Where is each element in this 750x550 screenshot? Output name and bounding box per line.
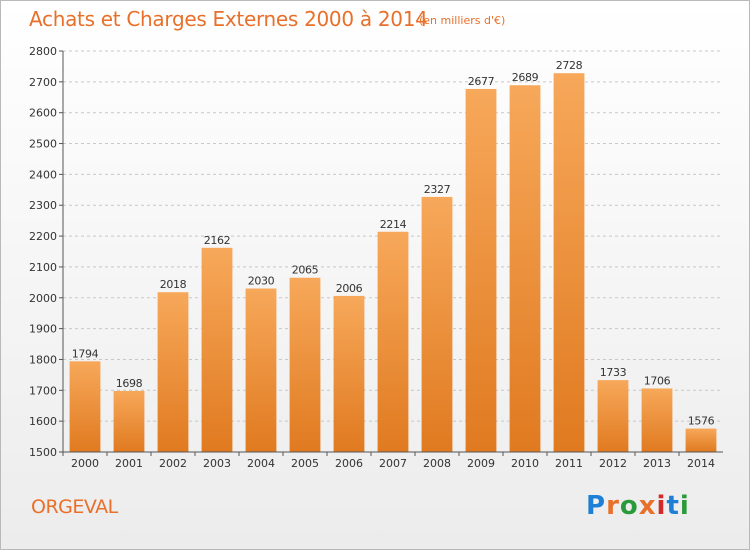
x-tick-label: 2005	[291, 457, 319, 470]
x-tick-label: 2009	[467, 457, 495, 470]
logo-letter: i	[679, 491, 690, 521]
data-label: 2018	[160, 278, 187, 291]
bar-2003	[201, 247, 233, 452]
y-tick-label: 1600	[29, 415, 57, 428]
bar-2001	[113, 390, 145, 452]
y-axis-ticks: 1500 1600 1700 1800 1900 2000 2100 2200 2300 2400…	[29, 45, 63, 459]
bar-2011	[553, 73, 585, 452]
x-axis-ticks: 2000 2001 2002 2003 2004 2005 2006 2007 2008 2009…	[62, 452, 715, 470]
bar-2012	[597, 380, 629, 452]
bar-2010	[509, 85, 541, 452]
y-tick-label: 2400	[29, 168, 57, 181]
y-tick-label: 1500	[29, 446, 57, 459]
data-label: 1706	[644, 374, 671, 387]
bar-2007	[377, 231, 409, 452]
logo-letter: o	[619, 491, 639, 521]
logo-letter: r	[606, 491, 620, 521]
bars	[69, 73, 717, 453]
x-tick-label: 2008	[423, 457, 451, 470]
bar-2002	[157, 292, 189, 452]
y-tick-label: 2500	[29, 138, 57, 151]
x-tick-label: 2000	[71, 457, 99, 470]
x-tick-label: 2014	[687, 457, 715, 470]
logo-letter: P	[586, 491, 607, 521]
y-tick-label: 2100	[29, 261, 57, 274]
data-label: 1576	[688, 415, 715, 428]
bar-2005	[289, 277, 321, 452]
chart-title: Achats et Charges Externes 2000 à 2014	[29, 7, 428, 31]
bar-2006	[333, 295, 365, 452]
data-label: 1733	[600, 366, 627, 379]
bar-2008	[421, 196, 453, 452]
bar-2014	[685, 428, 717, 452]
data-label: 1698	[116, 377, 143, 390]
y-tick-label: 2700	[29, 76, 57, 89]
x-tick-label: 2011	[555, 457, 583, 470]
axes	[62, 51, 723, 453]
data-labels: 1794 1698 2018 2162 2030 2065 2006 2214 2327 2677…	[72, 59, 715, 427]
x-tick-label: 2002	[159, 457, 187, 470]
bar-2004	[245, 288, 277, 452]
y-tick-label: 2200	[29, 230, 57, 243]
y-tick-label: 2000	[29, 292, 57, 305]
bar-2000	[69, 361, 101, 452]
data-label: 2030	[248, 275, 275, 288]
x-tick-label: 2004	[247, 457, 275, 470]
data-label: 2162	[204, 234, 230, 247]
data-label: 2728	[556, 59, 583, 72]
y-tick-label: 2600	[29, 107, 57, 120]
data-label: 2065	[292, 264, 319, 277]
y-tick-label: 1800	[29, 353, 57, 366]
x-tick-label: 2013	[643, 457, 671, 470]
data-label: 2677	[468, 75, 495, 88]
x-tick-label: 2003	[203, 457, 231, 470]
data-label: 2006	[336, 282, 363, 295]
x-tick-label: 2012	[599, 457, 627, 470]
y-tick-label: 1700	[29, 384, 57, 397]
y-tick-label: 2800	[29, 45, 57, 58]
x-tick-label: 2001	[115, 457, 143, 470]
bar-2009	[465, 88, 497, 453]
data-label: 1794	[72, 347, 99, 360]
data-label: 2689	[512, 71, 539, 84]
y-tick-label: 2300	[29, 199, 57, 212]
logo-letter: x	[638, 491, 657, 521]
y-tick-label: 1900	[29, 323, 57, 336]
bar-2013	[641, 388, 673, 452]
x-tick-label: 2006	[335, 457, 363, 470]
x-tick-label: 2007	[379, 457, 407, 470]
proxiti-logo: Proxiti	[586, 491, 690, 521]
chart-unit-label: (en milliers d'€)	[419, 14, 506, 27]
data-label: 2214	[380, 218, 407, 231]
x-tick-label: 2010	[511, 457, 539, 470]
logo-letter: i	[656, 491, 667, 521]
data-label: 2327	[424, 183, 451, 196]
logo-letter: t	[666, 491, 680, 521]
location-name: ORGEVAL	[31, 496, 118, 518]
